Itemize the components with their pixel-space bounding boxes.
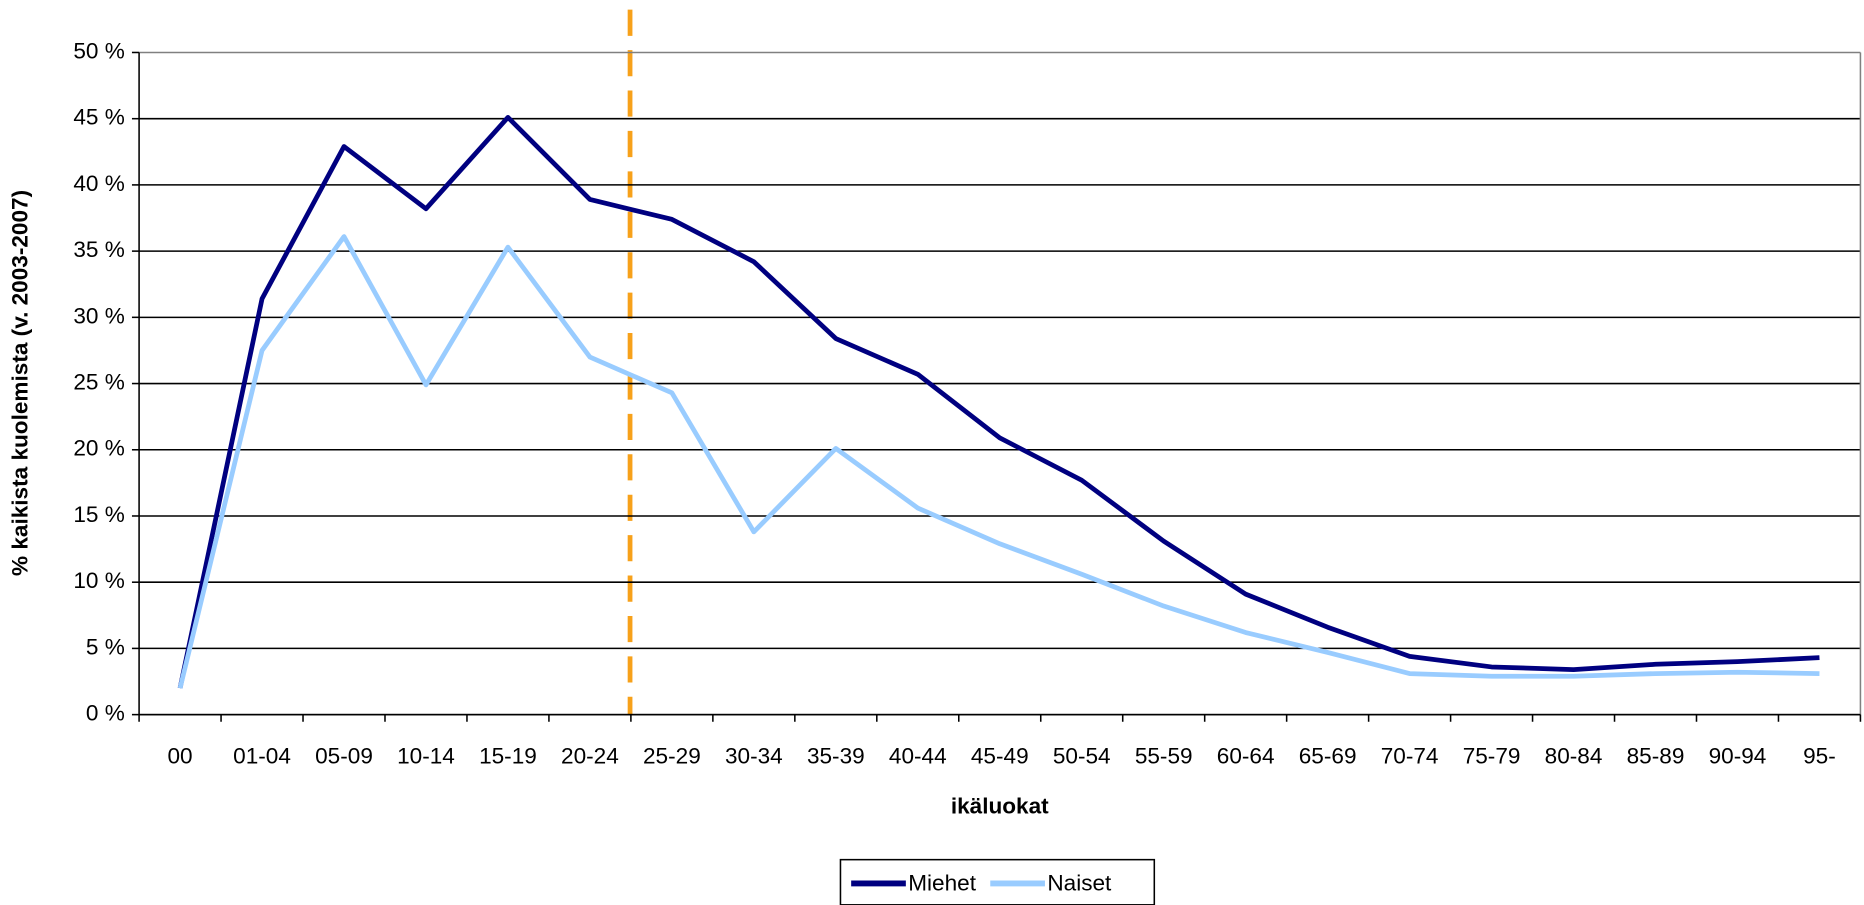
x-tick-label: 25-29	[643, 743, 701, 768]
y-tick-label: 35 %	[73, 237, 124, 262]
y-tick-label: 25 %	[73, 370, 124, 395]
x-tick-label: 80-84	[1545, 743, 1603, 768]
y-tick-label: 50 %	[73, 38, 124, 63]
x-tick-label: 15-19	[479, 743, 537, 768]
x-tick-label: 75-79	[1463, 743, 1521, 768]
y-tick-label: 45 %	[73, 105, 124, 130]
y-tick-label: 0 %	[86, 701, 125, 726]
x-tick-label: 85-89	[1627, 743, 1685, 768]
legend: Miehet Naiset	[839, 858, 1156, 905]
x-tick-label: 05-09	[315, 743, 373, 768]
data-line	[177, 234, 1820, 689]
y-tick-label: 15 %	[73, 502, 124, 527]
x-tick-label: 60-64	[1217, 743, 1275, 768]
y-tick-label: 40 %	[73, 171, 124, 196]
y-tick-label: 30 %	[73, 303, 124, 328]
y-tick-label: 5 %	[86, 634, 125, 659]
x-tick-label: 50-54	[1053, 743, 1111, 768]
x-tick-label: 30-34	[725, 743, 783, 768]
x-tick-label: 55-59	[1135, 743, 1193, 768]
x-tick-label: 95-	[1803, 743, 1836, 768]
x-tick-label: 70-74	[1381, 743, 1439, 768]
y-tick-label: 10 %	[73, 568, 124, 593]
x-axis-title: ikäluokat	[951, 793, 1049, 818]
x-tick-label: 65-69	[1299, 743, 1357, 768]
x-tick-label: 10-14	[397, 743, 455, 768]
x-tick-label: 20-24	[561, 743, 619, 768]
x-tick-label: 45-49	[971, 743, 1029, 768]
x-tick-label: 35-39	[807, 743, 865, 768]
legend-label: Miehet	[908, 871, 976, 896]
data-line	[177, 114, 1820, 689]
legend-label: Naiset	[1047, 871, 1112, 896]
x-tick-label: 40-44	[889, 743, 947, 768]
y-tick-label: 20 %	[73, 436, 124, 461]
y-axis-title: % kaikista kuolemista (v. 2003-2007)	[7, 190, 32, 576]
x-tick-label: 90-94	[1709, 743, 1767, 768]
x-tick-label: 00	[168, 743, 193, 768]
x-tick-label: 01-04	[233, 743, 291, 768]
